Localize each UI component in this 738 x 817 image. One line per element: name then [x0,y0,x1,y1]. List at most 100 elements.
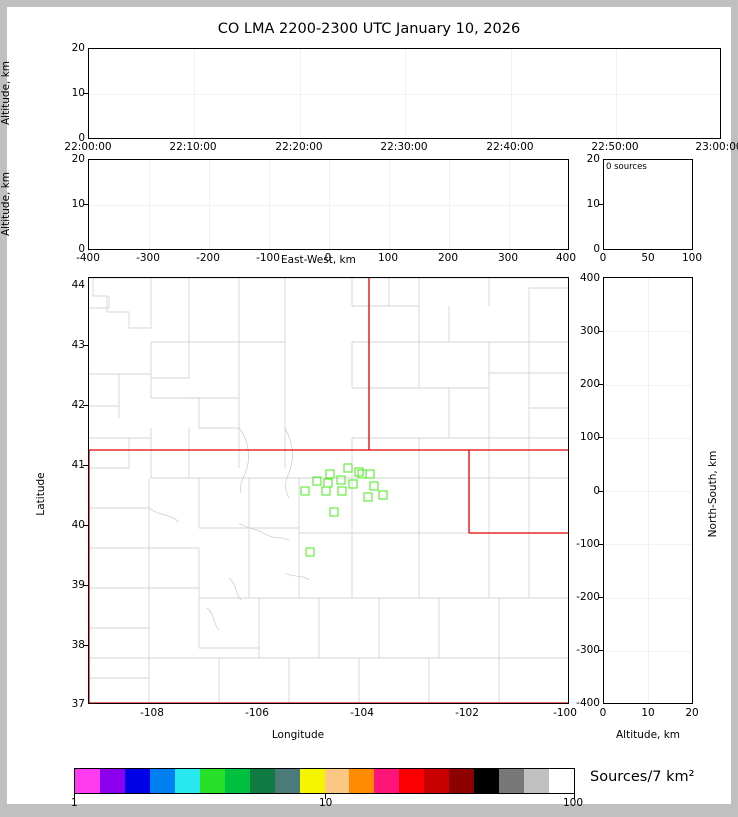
y-tick: -400 [576,697,600,709]
station-marker[interactable] [300,486,310,495]
gridline [269,160,270,249]
x-tick: -100 [256,252,280,264]
y-tick: 20 [586,153,600,165]
y-tick: 300 [579,325,600,337]
east-west-altitude-panel [88,159,569,250]
north-south-altitude-panel [603,277,693,704]
x-tick: 22:20:00 [275,141,323,153]
time-height-ylabel: Altitude, km [0,60,12,126]
y-tick: 20 [71,42,85,54]
x-tick: -200 [196,252,220,264]
north-south-ylabel: North-South, km [707,450,719,538]
x-tick: 23:00:00 [695,141,738,153]
colorbar[interactable] [74,768,575,794]
colorbar-tick-label: 10 [319,797,333,809]
x-tick: 0 [324,252,332,264]
colorbar-band-17 [499,769,525,793]
colorbar-band-12 [374,769,400,793]
x-tick: 0 [599,707,607,719]
y-tick: 0 [593,243,600,255]
tick-mark [83,645,88,646]
x-tick: 20 [685,707,699,719]
x-tick: -108 [140,707,164,719]
y-tick: 38 [71,639,85,651]
colorbar-band-15 [449,769,475,793]
y-tick: -300 [576,644,600,656]
y-tick: 20 [71,153,85,165]
y-tick: 44 [71,279,85,291]
tick-mark [83,525,88,526]
x-tick: 400 [555,252,577,264]
station-marker[interactable] [336,475,346,485]
y-tick: 10 [71,198,85,210]
x-tick: 50 [641,252,655,264]
colorbar-band-16 [474,769,500,793]
y-tick: 10 [71,87,85,99]
station-marker[interactable] [378,490,388,500]
colorbar-band-18 [524,769,550,793]
gridline [209,160,210,249]
x-tick: 22:30:00 [380,141,428,153]
station-marker[interactable] [321,486,331,495]
x-tick: -104 [350,707,374,719]
x-tick: 100 [377,252,399,264]
station-marker[interactable] [337,486,347,496]
colorbar-band-7 [249,769,275,793]
x-tick: -400 [76,252,100,264]
x-tick: 300 [497,252,519,264]
y-tick: 100 [579,431,600,443]
tick-mark [598,491,603,492]
gridline [89,205,568,206]
colorbar-tick [574,794,575,799]
gridline [329,160,330,249]
tick-mark [83,204,88,205]
y-tick: 37 [71,698,85,710]
station-marker[interactable] [329,507,339,517]
station-marker[interactable] [343,463,353,473]
station-marker[interactable] [365,469,375,478]
north-south-xlabel: Altitude, km [615,729,681,741]
x-tick: 22:50:00 [591,141,639,153]
colorbar-band-14 [424,769,450,793]
map-svg [89,278,568,703]
station-marker[interactable] [363,492,373,502]
x-tick: -106 [245,707,269,719]
plan-view-map-panel[interactable] [88,277,569,704]
x-tick: 200 [437,252,459,264]
colorbar-band-10 [324,769,350,793]
station-marker[interactable] [312,476,322,486]
tick-mark [83,93,88,94]
gridline [89,94,720,95]
y-tick: 0 [593,485,600,497]
station-marker[interactable] [305,547,315,557]
y-tick: 39 [71,579,85,591]
colorbar-tick [74,794,75,799]
colorbar-band-3 [149,769,175,793]
x-tick: -300 [136,252,160,264]
y-tick: 43 [71,339,85,351]
map-xlabel: Longitude [271,729,325,741]
altitude-histogram-panel [603,159,693,250]
source-count-annotation: 0 sources [606,162,647,172]
gridline [300,49,301,138]
colorbar-band-13 [399,769,425,793]
gridline [511,49,512,138]
time-height-panel [88,48,721,139]
tick-mark [598,437,603,438]
y-tick: 0 [78,132,85,144]
station-marker[interactable] [348,479,358,489]
tick-mark [598,204,603,205]
colorbar-band-19 [549,769,575,793]
gridline [449,160,450,249]
station-marker[interactable] [354,467,364,477]
gridline [389,160,390,249]
gridline [616,49,617,138]
x-tick: 0 [599,252,607,264]
colorbar-band-4 [174,769,200,793]
y-tick: -100 [576,538,600,550]
station-marker[interactable] [369,481,379,491]
y-tick: 200 [579,378,600,390]
station-marker[interactable] [357,469,367,478]
y-tick: 40 [71,519,85,531]
gridline [149,160,150,249]
